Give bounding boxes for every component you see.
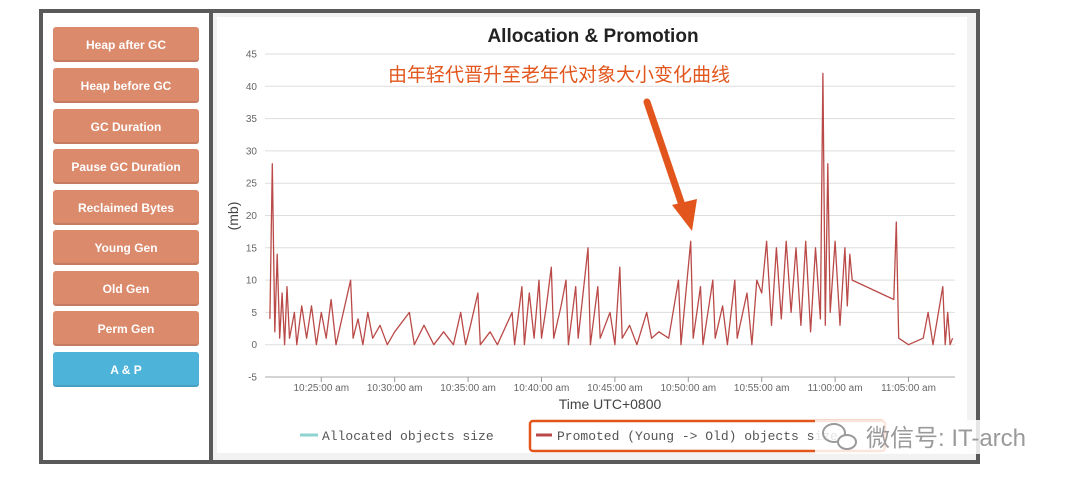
legend-allocated[interactable]: Allocated objects size	[322, 429, 494, 444]
watermark: 微信号: IT-arch	[815, 420, 1055, 454]
y-tick-label: 45	[246, 50, 258, 61]
y-tick-label: 30	[246, 146, 258, 157]
wechat-icon	[822, 423, 857, 450]
y-tick-label: 35	[246, 114, 258, 125]
grid-lines	[265, 53, 955, 378]
y-tick-label: 10	[246, 276, 258, 287]
gc-duration-button[interactable]: GC Duration	[53, 109, 199, 144]
heap-after-gc-button[interactable]: Heap after GC	[53, 27, 199, 62]
y-tick-label: 40	[246, 82, 258, 93]
x-tick-label: 10:45:00 am	[587, 383, 643, 394]
pause-gc-duration-button[interactable]: Pause GC Duration	[53, 149, 199, 184]
x-tick-label: 10:40:00 am	[514, 383, 570, 394]
y-tick-label: 5	[251, 308, 257, 319]
y-tick-label: 20	[246, 211, 258, 222]
x-tick-label: 11:05:00 am	[881, 383, 936, 394]
x-tick-label: 10:50:00 am	[660, 383, 716, 394]
x-axis-ticks: 10:25:00 am 10:30:00 am 10:35:00 am 10:40:0…	[293, 377, 936, 394]
x-tick-label: 10:55:00 am	[734, 383, 790, 394]
y-tick-label: 25	[246, 179, 258, 190]
y-axis-ticks: -5 0 5 10 15 20 25 30 35 40 45	[246, 50, 258, 384]
y-tick-label: 0	[251, 340, 257, 351]
y-axis-label: (mb)	[225, 202, 241, 231]
y-tick-label: 15	[246, 243, 258, 254]
x-axis-label: Time UTC+0800	[559, 396, 662, 412]
annotation-arrow	[643, 98, 697, 231]
allocation-promotion-button[interactable]: A & P	[53, 352, 199, 387]
y-tick-label: -5	[248, 373, 257, 384]
watermark-text: 微信号: IT-arch	[866, 425, 1026, 452]
x-tick-label: 10:25:00 am	[293, 383, 349, 394]
chart-legend: Allocated objects size Promoted (Young -…	[300, 419, 887, 453]
annotation-text: 由年轻代晋升至老年代对象大小变化曲线	[388, 64, 730, 86]
heap-before-gc-button[interactable]: Heap before GC	[53, 68, 199, 103]
promoted-series-line	[269, 72, 954, 346]
chart-panel	[217, 17, 967, 453]
legend-promoted[interactable]: Promoted (Young -> Old) objects size	[557, 429, 838, 444]
young-gen-button[interactable]: Young Gen	[53, 230, 199, 265]
x-tick-label: 10:30:00 am	[367, 383, 423, 394]
x-tick-label: 11:00:00 am	[808, 383, 863, 394]
reclaimed-bytes-button[interactable]: Reclaimed Bytes	[53, 190, 199, 225]
old-gen-button[interactable]: Old Gen	[53, 271, 199, 306]
chart-title: Allocation & Promotion	[487, 26, 698, 47]
x-tick-label: 10:35:00 am	[440, 383, 496, 394]
perm-gen-button[interactable]: Perm Gen	[53, 311, 199, 346]
chart-selector-sidebar: Heap after GC Heap before GC GC Duration…	[43, 13, 213, 460]
